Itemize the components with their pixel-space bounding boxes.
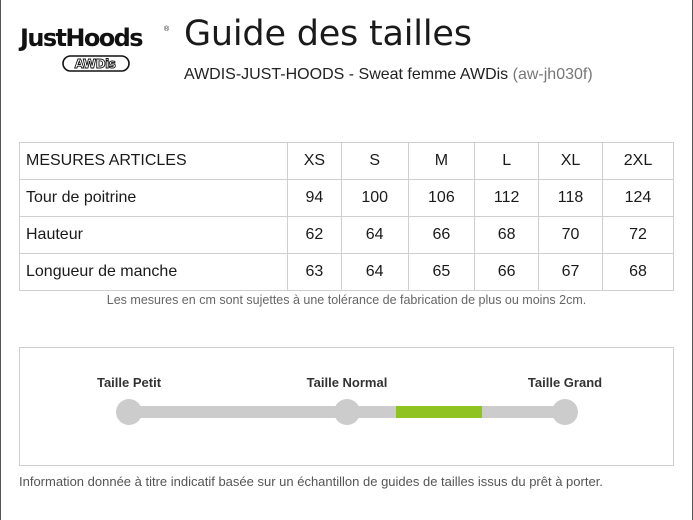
product-subtitle: AWDIS-JUST-HOODS - Sweat femme AWDis (aw…: [184, 66, 593, 84]
table-cell: 94: [287, 179, 342, 217]
table-cell: 118: [538, 179, 603, 217]
table-cell: 124: [601, 179, 675, 217]
table-cell: 112: [474, 179, 540, 217]
awdis-logo-icon: AWDis: [62, 55, 130, 72]
fit-scale-panel: Taille Petit Taille Normal Taille Grand: [19, 347, 674, 466]
table-cell: 68: [601, 253, 675, 291]
registered-mark: ®: [164, 26, 170, 33]
row-label-sleeve: Longueur de manche: [19, 253, 288, 291]
size-table-header-row: MESURES ARTICLES XS S M L XL 2XL: [19, 142, 675, 180]
fit-marker-normal: [334, 399, 360, 425]
table-cell: 62: [287, 216, 342, 254]
size-header-2xl: 2XL: [601, 142, 675, 180]
tolerance-note: Les mesures en cm sont sujettes à une to…: [106, 293, 587, 307]
table-row: Tour de poitrine 94 100 106 112 118 124: [19, 179, 675, 217]
table-cell: 68: [474, 216, 540, 254]
brand-logo: JustHoods ® AWDis: [20, 24, 170, 76]
table-header-label: MESURES ARTICLES: [19, 142, 288, 180]
svg-text:AWDis: AWDis: [75, 57, 116, 71]
table-row: Hauteur 62 64 66 68 70 72: [19, 216, 675, 254]
table-cell: 106: [407, 179, 476, 217]
table-cell: 63: [287, 253, 342, 291]
row-label-height: Hauteur: [19, 216, 288, 254]
size-header-l: L: [474, 142, 540, 180]
table-cell: 70: [538, 216, 603, 254]
table-cell: 64: [340, 253, 409, 291]
fit-label-normal: Taille Normal: [306, 375, 388, 390]
size-table: MESURES ARTICLES XS S M L XL 2XL Tour de…: [19, 142, 675, 291]
fit-label-small: Taille Petit: [96, 375, 162, 390]
table-cell: 66: [407, 216, 476, 254]
size-header-xs: XS: [287, 142, 342, 180]
fit-marker-large: [552, 399, 578, 425]
table-cell: 67: [538, 253, 603, 291]
fit-indicator-bar: [396, 406, 482, 418]
size-header-s: S: [340, 142, 409, 180]
table-cell: 100: [340, 179, 409, 217]
table-row: Longueur de manche 63 64 65 66 67 68: [19, 253, 675, 291]
table-cell: 72: [601, 216, 675, 254]
row-label-chest: Tour de poitrine: [19, 179, 288, 217]
table-cell: 66: [474, 253, 540, 291]
fit-label-large: Taille Grand: [527, 375, 603, 390]
fit-marker-small: [116, 399, 142, 425]
page-title: Guide des tailles: [184, 14, 472, 54]
table-cell: 64: [340, 216, 409, 254]
size-header-xl: XL: [538, 142, 603, 180]
size-header-m: M: [407, 142, 476, 180]
brand-logo-text: JustHoods: [20, 24, 144, 52]
footnote: Information donnée à titre indicatif bas…: [19, 474, 603, 489]
product-name: AWDIS-JUST-HOODS - Sweat femme AWDis: [184, 66, 509, 83]
table-cell: 65: [407, 253, 476, 291]
product-code: (aw-jh030f): [512, 66, 593, 83]
